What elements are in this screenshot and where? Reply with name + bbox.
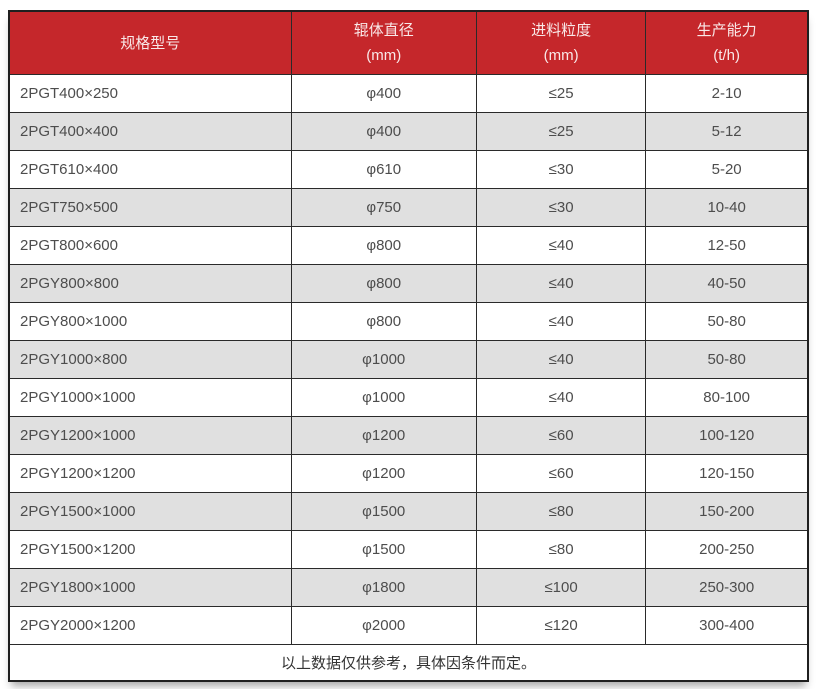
cell-feed-size: ≤25 <box>475 74 647 113</box>
cell-model: 2PGY800×800 <box>8 264 292 303</box>
header-label: 规格型号 <box>120 34 181 52</box>
cell-capacity: 200-250 <box>645 530 809 569</box>
cell-model: 2PGY1500×1200 <box>8 530 292 569</box>
cell-roller-diameter: φ1800 <box>290 568 477 607</box>
cell-capacity: 5-12 <box>645 112 809 151</box>
cell-feed-size: ≤80 <box>475 530 647 569</box>
table-row: 2PGY1500×1200 φ1500 ≤80 200-250 <box>8 530 809 569</box>
header-cell-model: 规格型号 <box>8 10 292 75</box>
cell-feed-size: ≤40 <box>475 264 647 303</box>
cell-capacity: 40-50 <box>645 264 809 303</box>
cell-model: 2PGT750×500 <box>8 188 292 227</box>
cell-roller-diameter: φ800 <box>290 302 477 341</box>
cell-model: 2PGT610×400 <box>8 150 292 189</box>
spec-table: 规格型号 辊体直径 (mm) 进料粒度 (mm) 生产能力 (t/h) <box>8 10 809 682</box>
header-cell-roller-diameter: 辊体直径 (mm) <box>290 10 477 75</box>
table-row: 2PGY800×1000 φ800 ≤40 50-80 <box>8 302 809 341</box>
footnote-row: 以上数据仅供参考，具体因条件而定。 <box>8 644 809 682</box>
header-cell-feed-size: 进料粒度 (mm) <box>475 10 647 75</box>
table-row: 2PGT750×500 φ750 ≤30 10-40 <box>8 188 809 227</box>
footnote-text: 以上数据仅供参考，具体因条件而定。 <box>8 644 809 682</box>
cell-feed-size: ≤120 <box>475 606 647 645</box>
header-row: 规格型号 辊体直径 (mm) 进料粒度 (mm) 生产能力 (t/h) <box>8 10 809 75</box>
table-row: 2PGT400×250 φ400 ≤25 2-10 <box>8 74 809 113</box>
cell-model: 2PGY1000×800 <box>8 340 292 379</box>
cell-roller-diameter: φ610 <box>290 150 477 189</box>
cell-roller-diameter: φ1500 <box>290 492 477 531</box>
header-unit: (mm) <box>543 47 579 64</box>
header-label: 生产能力 <box>696 22 757 39</box>
header-unit: (mm) <box>366 47 402 64</box>
cell-feed-size: ≤100 <box>475 568 647 607</box>
cell-feed-size: ≤30 <box>475 150 647 189</box>
table-row: 2PGY800×800 φ800 ≤40 40-50 <box>8 264 809 303</box>
cell-feed-size: ≤30 <box>475 188 647 227</box>
cell-roller-diameter: φ1000 <box>290 378 477 417</box>
cell-capacity: 150-200 <box>645 492 809 531</box>
table-row: 2PGY1200×1200 φ1200 ≤60 120-150 <box>8 454 809 493</box>
header-cell-capacity: 生产能力 (t/h) <box>645 10 809 75</box>
cell-model: 2PGY1500×1000 <box>8 492 292 531</box>
cell-feed-size: ≤25 <box>475 112 647 151</box>
table-row: 2PGY1000×800 φ1000 ≤40 50-80 <box>8 340 809 379</box>
cell-roller-diameter: φ1200 <box>290 454 477 493</box>
table-row: 2PGY1800×1000 φ1800 ≤100 250-300 <box>8 568 809 607</box>
cell-capacity: 12-50 <box>645 226 809 265</box>
table-row: 2PGY2000×1200 φ2000 ≤120 300-400 <box>8 606 809 645</box>
cell-feed-size: ≤60 <box>475 416 647 455</box>
table-row: 2PGY1200×1000 φ1200 ≤60 100-120 <box>8 416 809 455</box>
cell-capacity: 80-100 <box>645 378 809 417</box>
spec-table-container: 规格型号 辊体直径 (mm) 进料粒度 (mm) 生产能力 (t/h) <box>8 10 809 682</box>
table-row: 2PGT800×600 φ800 ≤40 12-50 <box>8 226 809 265</box>
cell-model: 2PGT400×250 <box>8 74 292 113</box>
cell-model: 2PGT400×400 <box>8 112 292 151</box>
cell-capacity: 2-10 <box>645 74 809 113</box>
cell-roller-diameter: φ400 <box>290 74 477 113</box>
cell-feed-size: ≤60 <box>475 454 647 493</box>
cell-capacity: 100-120 <box>645 416 809 455</box>
cell-capacity: 300-400 <box>645 606 809 645</box>
cell-roller-diameter: φ2000 <box>290 606 477 645</box>
table-row: 2PGY1000×1000 φ1000 ≤40 80-100 <box>8 378 809 417</box>
cell-capacity: 50-80 <box>645 302 809 341</box>
table-header: 规格型号 辊体直径 (mm) 进料粒度 (mm) 生产能力 (t/h) <box>8 10 809 75</box>
cell-roller-diameter: φ750 <box>290 188 477 227</box>
cell-capacity: 10-40 <box>645 188 809 227</box>
cell-model: 2PGY1200×1200 <box>8 454 292 493</box>
cell-capacity: 50-80 <box>645 340 809 379</box>
cell-model: 2PGY1200×1000 <box>8 416 292 455</box>
header-label: 进料粒度 <box>531 22 592 39</box>
cell-roller-diameter: φ1500 <box>290 530 477 569</box>
cell-feed-size: ≤40 <box>475 340 647 379</box>
cell-model: 2PGY2000×1200 <box>8 606 292 645</box>
cell-capacity: 250-300 <box>645 568 809 607</box>
header-label: 辊体直径 <box>353 22 414 39</box>
cell-model: 2PGY1000×1000 <box>8 378 292 417</box>
cell-model: 2PGY1800×1000 <box>8 568 292 607</box>
cell-roller-diameter: φ800 <box>290 264 477 303</box>
cell-roller-diameter: φ400 <box>290 112 477 151</box>
cell-feed-size: ≤40 <box>475 226 647 265</box>
cell-model: 2PGT800×600 <box>8 226 292 265</box>
cell-model: 2PGY800×1000 <box>8 302 292 341</box>
table-row: 2PGT610×400 φ610 ≤30 5-20 <box>8 150 809 189</box>
cell-feed-size: ≤40 <box>475 302 647 341</box>
cell-feed-size: ≤40 <box>475 378 647 417</box>
table-footer: 以上数据仅供参考，具体因条件而定。 <box>8 644 809 682</box>
cell-roller-diameter: φ1000 <box>290 340 477 379</box>
cell-feed-size: ≤80 <box>475 492 647 531</box>
table-row: 2PGY1500×1000 φ1500 ≤80 150-200 <box>8 492 809 531</box>
table-body: 2PGT400×250 φ400 ≤25 2-10 2PGT400×400 φ400 ≤25… <box>8 74 809 645</box>
cell-capacity: 5-20 <box>645 150 809 189</box>
cell-roller-diameter: φ1200 <box>290 416 477 455</box>
cell-capacity: 120-150 <box>645 454 809 493</box>
header-unit: (t/h) <box>713 47 740 64</box>
table-row: 2PGT400×400 φ400 ≤25 5-12 <box>8 112 809 151</box>
cell-roller-diameter: φ800 <box>290 226 477 265</box>
